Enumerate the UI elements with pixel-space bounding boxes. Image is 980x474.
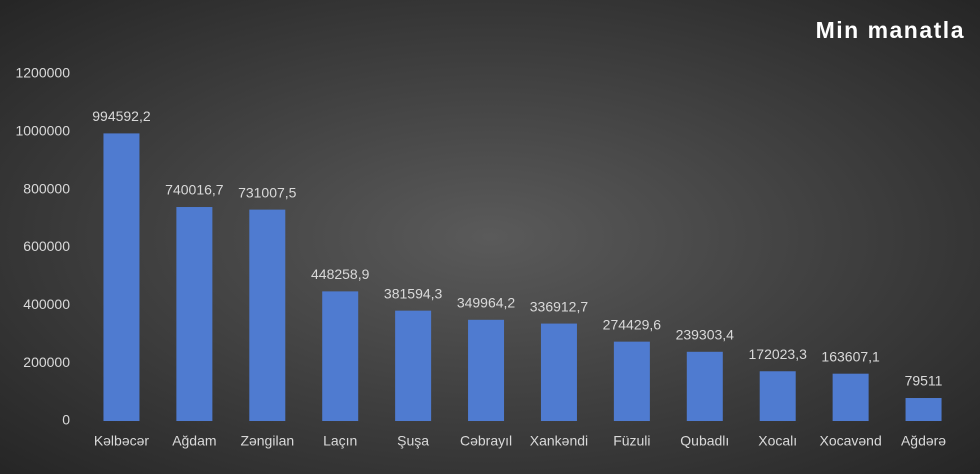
value-label: 79511 bbox=[905, 373, 943, 389]
x-tick-label: Ağdam bbox=[172, 433, 216, 449]
bar bbox=[395, 310, 432, 421]
x-tick-label: Xankəndi bbox=[530, 433, 588, 449]
bar bbox=[905, 398, 942, 421]
x-tick-label: Zəngilan bbox=[240, 433, 294, 449]
x-tick-label: Qubadlı bbox=[680, 433, 729, 449]
bar bbox=[686, 351, 723, 421]
value-label: 163607,1 bbox=[821, 348, 880, 364]
x-tick-label: Ağdərə bbox=[901, 433, 946, 449]
value-label: 349964,2 bbox=[457, 295, 516, 311]
bar bbox=[468, 319, 505, 421]
value-label: 740016,7 bbox=[165, 182, 224, 198]
value-label: 172023,3 bbox=[749, 346, 808, 362]
value-label: 336912,7 bbox=[530, 298, 589, 314]
x-tick-label: Cəbrayıl bbox=[460, 433, 512, 449]
value-label: 239303,4 bbox=[676, 327, 735, 343]
value-label: 731007,5 bbox=[238, 184, 297, 200]
bar bbox=[540, 323, 577, 421]
bar bbox=[249, 209, 286, 421]
x-tick-label: Xocavənd bbox=[819, 433, 881, 449]
bar bbox=[103, 133, 140, 421]
bar bbox=[613, 341, 650, 421]
x-tick-label: Kəlbəcər bbox=[94, 433, 150, 449]
y-tick-label: 800000 bbox=[23, 180, 70, 196]
y-tick-label: 600000 bbox=[23, 238, 70, 254]
value-label: 994592,2 bbox=[92, 108, 151, 124]
y-tick-label: 1000000 bbox=[15, 123, 70, 139]
x-tick-label: Xocalı bbox=[758, 433, 797, 449]
bar bbox=[176, 207, 213, 421]
x-tick-label: Füzuli bbox=[613, 433, 650, 449]
bar bbox=[832, 373, 869, 421]
value-label: 381594,3 bbox=[384, 285, 443, 301]
bar bbox=[759, 371, 796, 421]
value-label: 274429,6 bbox=[603, 316, 662, 332]
y-tick-label: 1200000 bbox=[15, 65, 70, 81]
y-tick-label: 200000 bbox=[23, 354, 70, 370]
bar bbox=[322, 291, 359, 421]
chart-title: Min manatla bbox=[816, 17, 965, 43]
x-tick-label: Laçın bbox=[323, 433, 357, 449]
x-tick-label: Şuşa bbox=[397, 433, 429, 449]
y-tick-label: 0 bbox=[62, 412, 70, 428]
value-label: 448258,9 bbox=[311, 266, 370, 282]
y-tick-label: 400000 bbox=[23, 296, 70, 312]
